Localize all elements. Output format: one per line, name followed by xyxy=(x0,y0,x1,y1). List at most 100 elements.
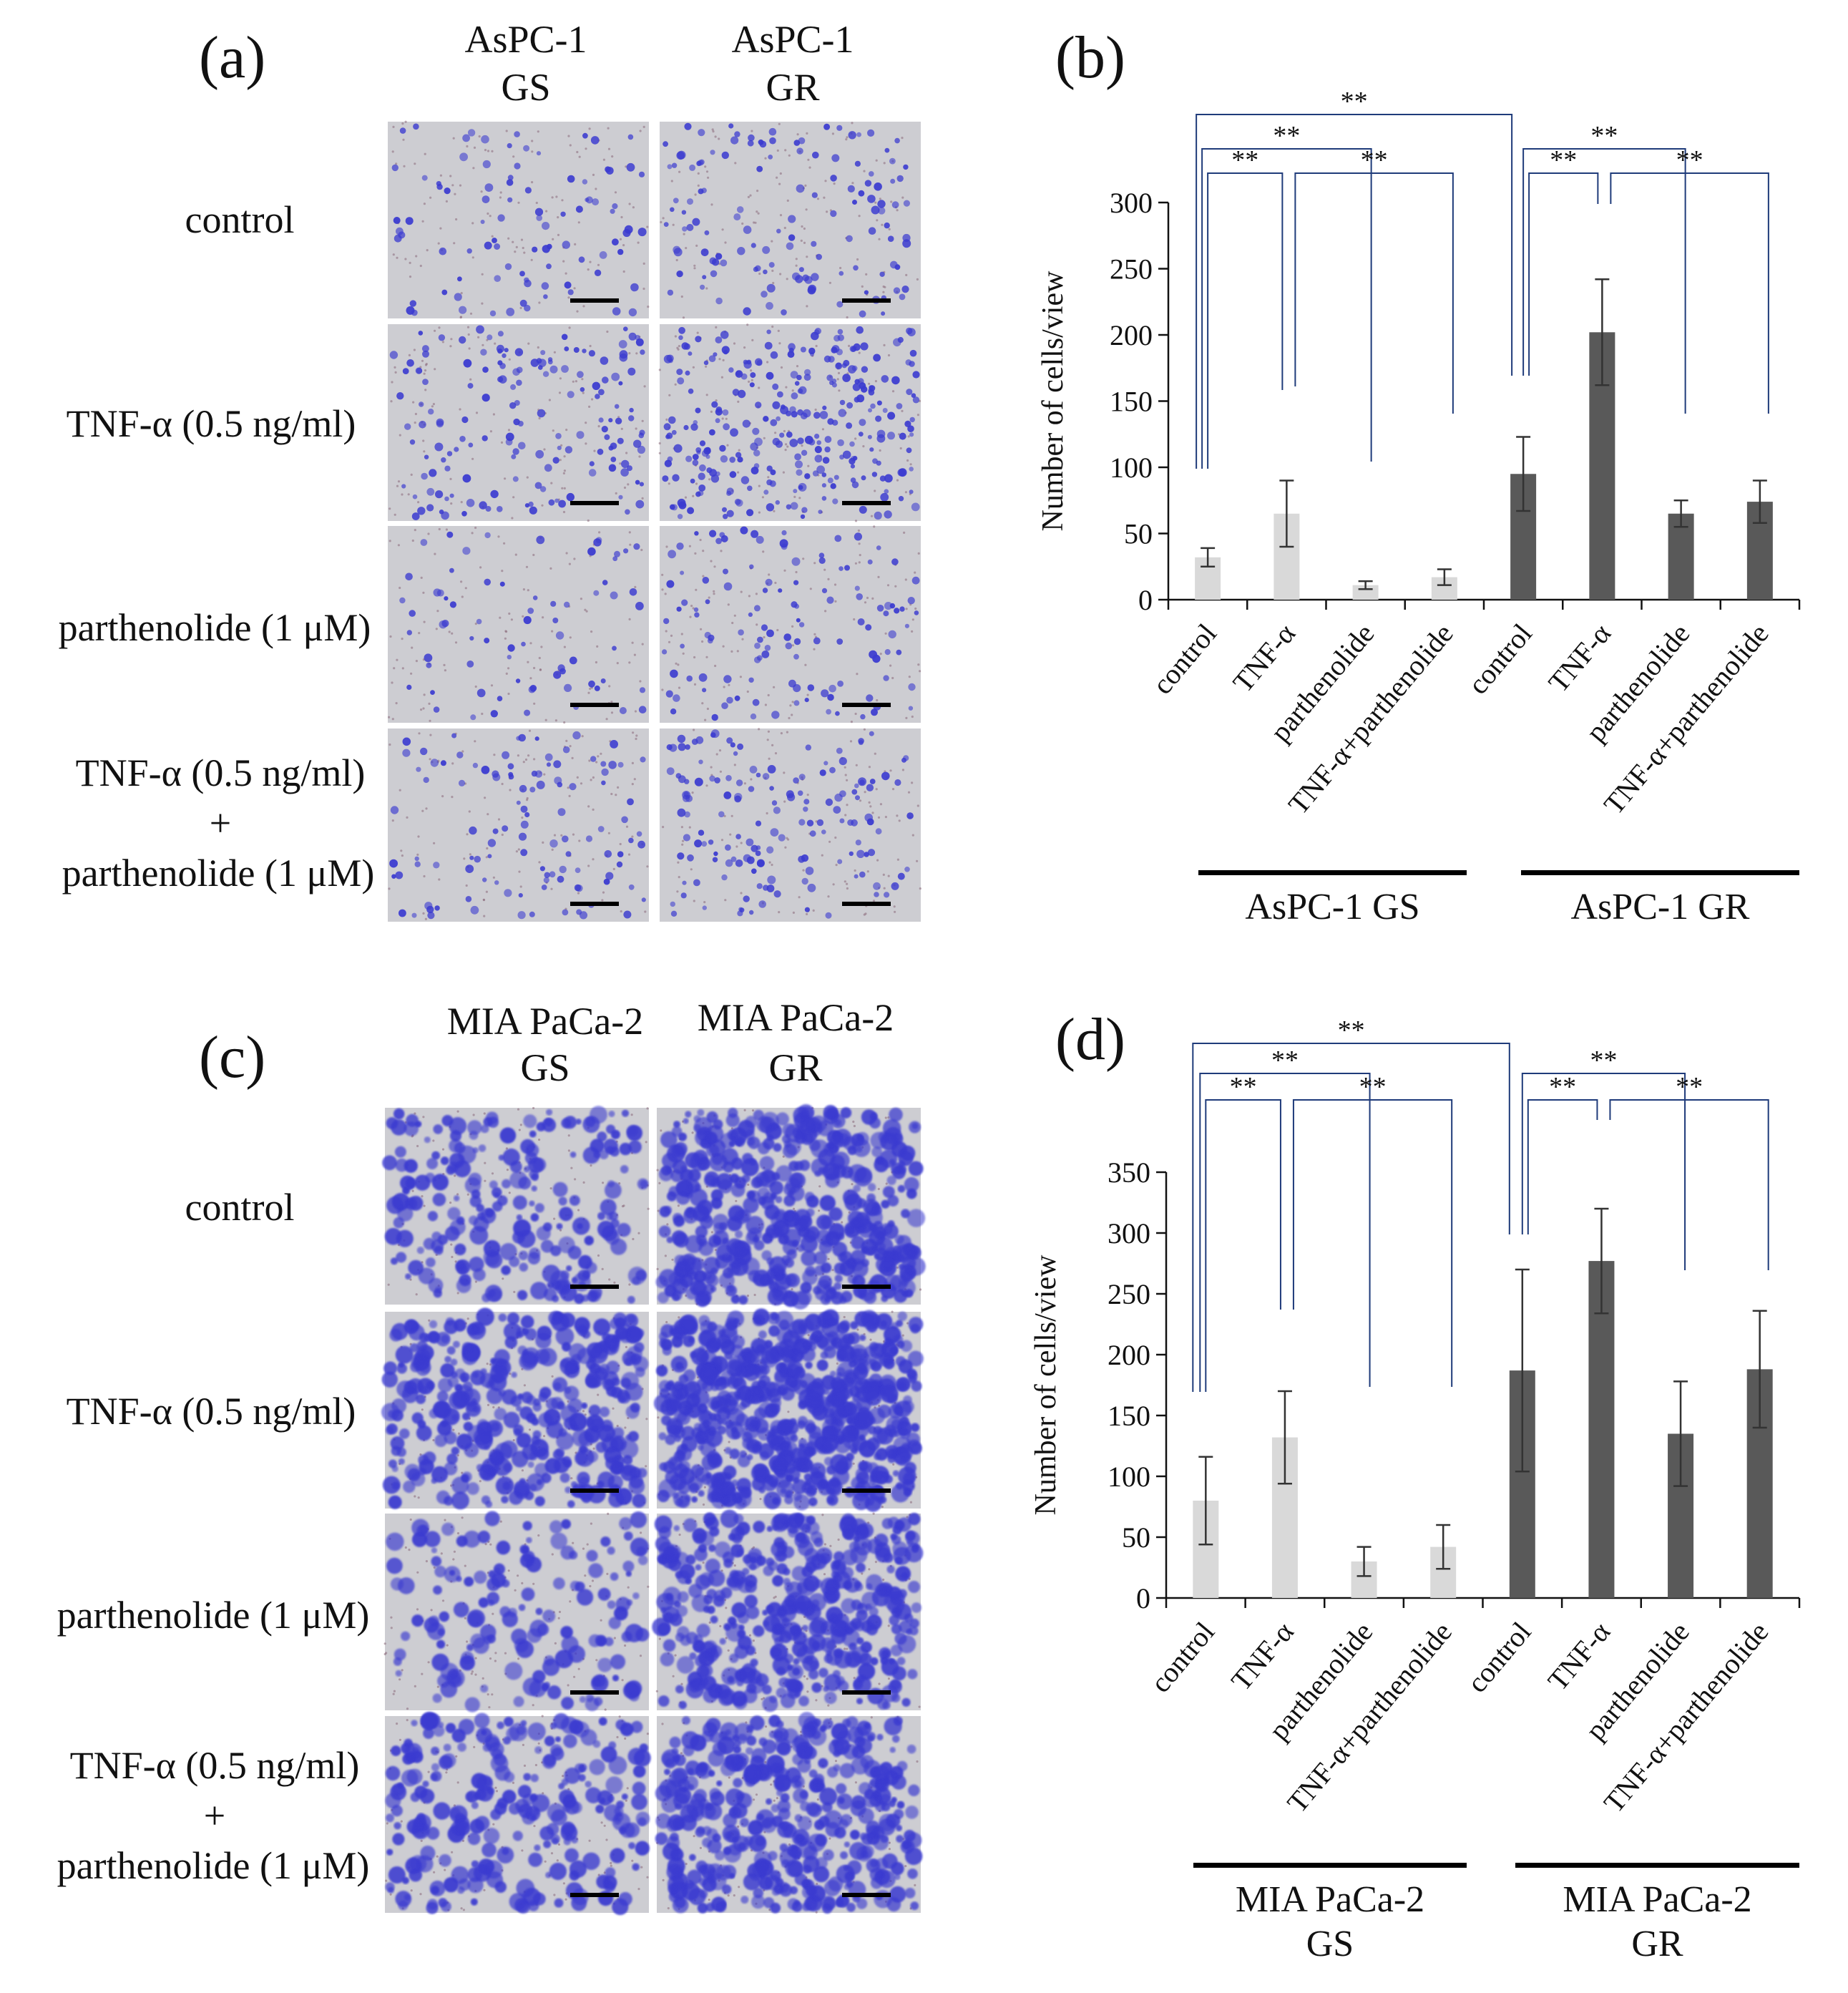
membrane-pore xyxy=(767,693,770,697)
migrated-cell xyxy=(886,1175,896,1185)
migrated-cell xyxy=(627,134,634,140)
migrated-cell xyxy=(889,157,896,165)
migrated-cell xyxy=(426,1380,435,1390)
migrated-cell xyxy=(848,131,856,140)
membrane-pore xyxy=(914,571,916,574)
membrane-pore xyxy=(446,1644,449,1647)
membrane-pore xyxy=(751,130,753,132)
migrated-cell xyxy=(891,201,899,209)
migrated-cell xyxy=(834,1119,842,1126)
migrated-cell xyxy=(719,1222,728,1231)
membrane-pore xyxy=(443,663,446,667)
migrated-cell xyxy=(904,1176,919,1192)
migrated-cell xyxy=(691,1496,698,1503)
membrane-pore xyxy=(629,543,632,546)
membrane-pore xyxy=(597,425,600,428)
migrated-cell xyxy=(788,679,796,688)
migrated-cell xyxy=(463,1421,474,1432)
migrated-cell xyxy=(767,765,776,774)
membrane-pore xyxy=(868,382,871,385)
migrated-cell xyxy=(725,1420,734,1429)
migrated-cell xyxy=(685,1393,700,1408)
migrated-cell xyxy=(768,1325,781,1337)
membrane-pore xyxy=(878,1682,881,1685)
migrated-cell xyxy=(896,649,902,656)
panel-a-row4-label-line1: TNF-α (0.5 ng/ml) xyxy=(76,751,366,794)
scale-bar xyxy=(842,1488,891,1493)
migrated-cell xyxy=(751,868,757,874)
migrated-cell xyxy=(541,282,549,290)
migrated-cell xyxy=(434,442,444,452)
membrane-pore xyxy=(487,813,489,816)
migrated-cell xyxy=(588,1563,603,1579)
migrated-cell xyxy=(672,1290,683,1301)
membrane-pore xyxy=(499,1520,502,1523)
membrane-pore xyxy=(509,1373,512,1375)
membrane-pore xyxy=(708,1621,711,1624)
migrated-cell xyxy=(627,367,636,376)
migrated-cell xyxy=(869,447,874,452)
membrane-background xyxy=(388,526,649,723)
membrane-pore xyxy=(869,1338,872,1341)
migrated-cell xyxy=(730,136,739,145)
membrane-pore xyxy=(411,1189,414,1192)
membrane-pore xyxy=(399,789,401,791)
membrane-pore xyxy=(809,588,812,590)
migrated-cell xyxy=(588,1355,597,1363)
migrated-cell xyxy=(814,434,820,439)
membrane-pore xyxy=(743,346,746,349)
membrane-pore xyxy=(764,157,767,160)
membrane-pore xyxy=(855,764,858,766)
migrated-cell xyxy=(423,1451,436,1465)
migrated-cell xyxy=(798,1214,813,1229)
migrated-cell xyxy=(766,885,775,892)
migrated-cell xyxy=(761,650,770,658)
panel-a-micrograph-r4-c2 xyxy=(660,728,921,922)
membrane-pore xyxy=(836,1362,839,1365)
membrane-pore xyxy=(567,135,570,137)
migrated-cell xyxy=(848,365,856,374)
membrane-pore xyxy=(460,580,463,583)
membrane-pore xyxy=(592,1447,595,1450)
migrated-cell xyxy=(793,638,801,645)
migrated-cell xyxy=(901,1400,914,1413)
membrane-pore xyxy=(439,174,443,177)
membrane-pore xyxy=(903,531,906,535)
migrated-cell xyxy=(601,1419,613,1432)
migrated-cell xyxy=(673,1265,685,1277)
migrated-cell xyxy=(690,478,695,484)
migrated-cell xyxy=(801,1624,808,1632)
migrated-cell xyxy=(678,743,686,751)
membrane-pore xyxy=(755,593,758,595)
migrated-cell xyxy=(714,777,720,784)
membrane-pore xyxy=(505,1147,509,1150)
migrated-cell xyxy=(681,342,689,350)
migrated-cell xyxy=(758,900,766,908)
migrated-cell xyxy=(864,290,869,295)
migrated-cell xyxy=(773,807,781,814)
migrated-cell xyxy=(837,439,844,447)
migrated-cell xyxy=(876,545,881,550)
panel-a-row4-label-line3: parthenolide (1 μM) xyxy=(62,852,375,895)
migrated-cell xyxy=(666,744,673,751)
migrated-cell xyxy=(690,1464,704,1477)
migrated-cell xyxy=(390,806,399,814)
migrated-cell xyxy=(767,1277,775,1285)
migrated-cell xyxy=(823,1105,839,1120)
migrated-cell xyxy=(489,1448,504,1463)
membrane-pore xyxy=(504,1652,507,1655)
migrated-cell xyxy=(782,1290,799,1307)
membrane-pore xyxy=(562,472,566,475)
membrane-pore xyxy=(518,1129,521,1131)
migrated-cell xyxy=(451,1414,459,1421)
migrated-cell xyxy=(396,392,404,400)
migrated-cell xyxy=(503,1411,520,1428)
migrated-cell xyxy=(766,629,774,638)
migrated-cell xyxy=(721,346,730,354)
membrane-pore xyxy=(641,497,644,500)
migrated-cell xyxy=(803,374,811,381)
membrane-pore xyxy=(841,1221,844,1224)
migrated-cell xyxy=(623,910,632,919)
membrane-pore xyxy=(628,618,631,621)
membrane-pore xyxy=(472,167,475,170)
